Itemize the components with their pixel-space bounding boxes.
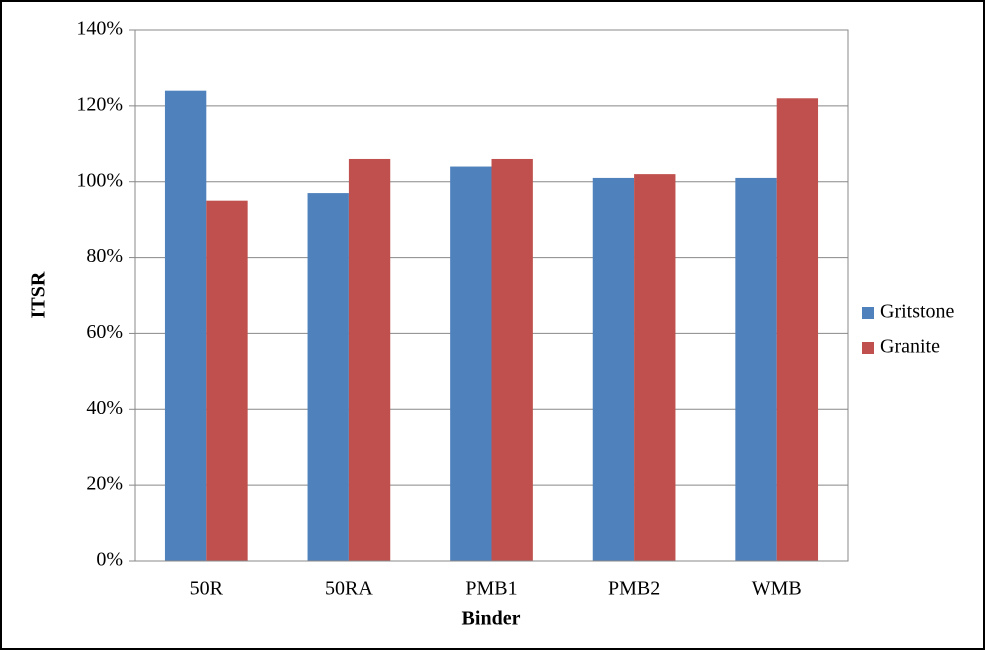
y-tick-label: 120% bbox=[76, 93, 123, 115]
legend-label: Granite bbox=[880, 336, 940, 358]
bar bbox=[735, 177, 777, 561]
bar bbox=[206, 200, 248, 561]
y-tick-label: 40% bbox=[86, 397, 123, 419]
bar bbox=[164, 90, 207, 561]
legend-label: Gritstone bbox=[880, 301, 955, 323]
y-tick-label: 60% bbox=[86, 321, 123, 343]
bar bbox=[348, 158, 391, 561]
y-axis-title: ITSR bbox=[28, 271, 50, 318]
x-axis-title: Binder bbox=[462, 608, 521, 630]
y-tick-label: 20% bbox=[86, 473, 123, 495]
y-tick-label: 0% bbox=[96, 549, 123, 571]
legend-swatch bbox=[862, 342, 874, 354]
y-tick-label: 80% bbox=[86, 245, 123, 267]
bar bbox=[634, 174, 676, 561]
bar bbox=[450, 166, 492, 562]
y-tick-label: 140% bbox=[76, 18, 123, 40]
bar bbox=[491, 158, 533, 561]
x-tick-label: WMB bbox=[752, 578, 802, 600]
bar bbox=[776, 98, 819, 562]
x-tick-label: PMB2 bbox=[608, 578, 660, 600]
x-tick-label: PMB1 bbox=[465, 578, 517, 600]
y-tick-label: 100% bbox=[76, 169, 123, 191]
legend-swatch bbox=[862, 307, 874, 319]
bar bbox=[307, 193, 349, 562]
bar bbox=[592, 177, 635, 561]
x-tick-label: 50RA bbox=[325, 578, 373, 600]
x-tick-label: 50R bbox=[190, 578, 224, 600]
